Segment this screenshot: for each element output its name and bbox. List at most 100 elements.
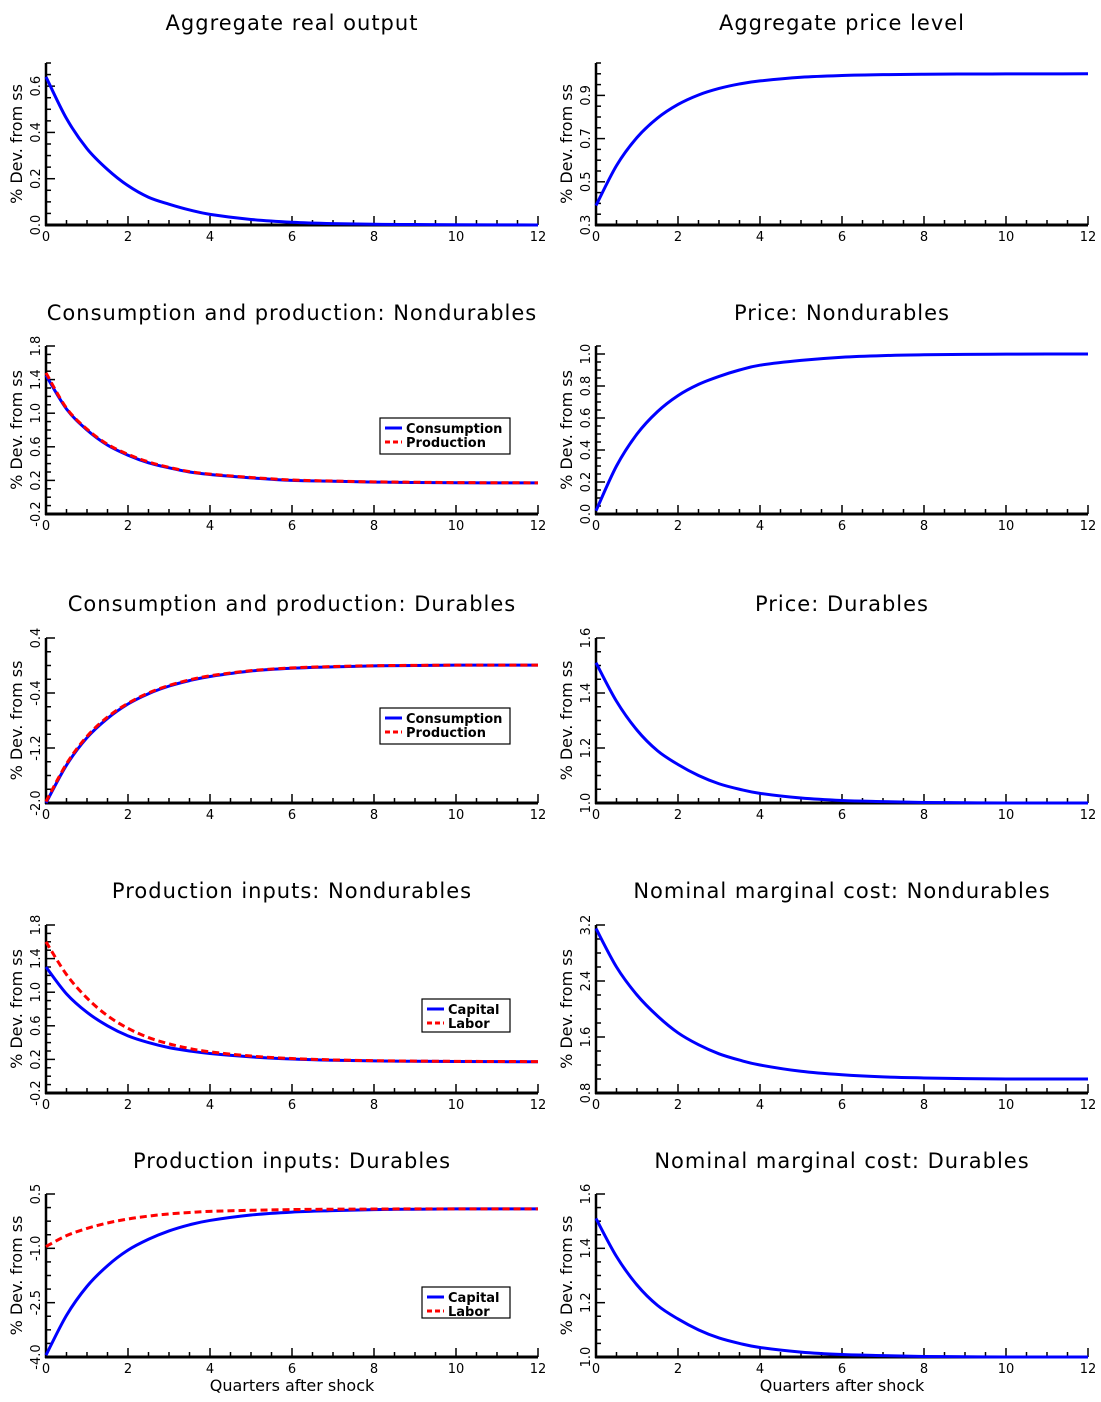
x-tick-label: 4 [206,808,214,823]
y-tick-label: 0.6 [29,76,44,97]
y-axis-label: % Dev. from ss [557,370,576,490]
y-axis-label: % Dev. from ss [557,84,576,204]
series-line-0 [594,352,1089,512]
y-tick-label: 1.2 [579,1292,594,1313]
legend-label: Consumption [406,422,502,437]
x-tick-label: 8 [920,1098,928,1113]
x-tick-label: 2 [674,808,682,823]
x-tick-label: 2 [124,230,132,245]
panel-title: Nominal marginal cost: Nondurables [633,879,1050,903]
x-tick-label: 12 [1080,1362,1097,1377]
x-tick-label: 6 [288,1362,296,1377]
y-tick-label: -1.2 [29,735,44,760]
panel-6: Production inputs: Nondurables 0 2 4 6 8 10 12 -… [7,879,546,1113]
x-tick-label: 0 [42,1362,50,1377]
y-tick-label: 0.5 [29,1184,44,1205]
x-tick-label: 0 [592,808,600,823]
y-axis-label: % Dev. from ss [7,84,26,204]
y-tick-label: -2.0 [29,790,44,815]
y-tick-label: -0.4 [29,680,44,705]
panel-2: Consumption and production: Nondurables 0… [7,301,546,534]
x-tick-label: 0 [592,1362,600,1377]
legend-box [379,417,511,455]
series-line-0 [594,1217,1088,1359]
series-line-labor [44,941,539,1064]
y-tick-label: 3.2 [579,915,594,936]
panel-title: Nominal marginal cost: Durables [654,1149,1029,1173]
legend-label: Capital [448,1003,500,1018]
x-tick-label: 4 [756,230,764,245]
y-tick-label: 1.4 [579,1238,594,1259]
legend-box [421,998,511,1033]
x-tick-label: 12 [1080,230,1097,245]
x-tick-label: 0 [42,230,50,245]
x-tick-label: 2 [124,1098,132,1113]
y-tick-label: 0.7 [579,128,594,149]
y-tick-label: 1.0 [29,982,44,1003]
y-tick-label: 1.4 [579,683,594,704]
y-tick-label: -0.2 [29,501,44,526]
panel-title: Aggregate real output [166,11,419,35]
series-line-0 [44,76,539,227]
series-line-production [44,372,539,485]
x-tick-label: 0 [42,1098,50,1113]
x-tick-label: 6 [838,1362,846,1377]
x-tick-label: 6 [838,808,846,823]
legend-label: Production [406,436,486,451]
x-tick-label: 2 [124,1362,132,1377]
y-tick-label: 0.4 [29,122,44,143]
x-tick-label: 8 [370,1098,378,1113]
x-tick-label: 8 [920,1362,928,1377]
x-tick-label: 8 [920,230,928,245]
x-tick-label: 10 [448,519,465,534]
x-tick-label: 12 [1080,519,1097,534]
x-tick-label: 0 [592,230,600,245]
x-tick-label: 12 [530,230,547,245]
x-tick-label: 4 [206,519,214,534]
y-tick-label: 1.0 [579,1347,594,1368]
x-tick-label: 10 [998,230,1015,245]
y-tick-label: 1.4 [29,369,44,390]
y-tick-label: 0.3 [579,215,594,236]
y-tick-label: 1.0 [579,344,594,365]
x-tick-label: 4 [756,1098,764,1113]
legend-label: Production [406,726,486,741]
y-tick-label: 0.2 [29,1049,44,1070]
x-tick-label: 8 [370,1362,378,1377]
x-tick-label: 10 [998,808,1015,823]
y-tick-label: 0.9 [579,85,594,106]
x-tick-label: 10 [448,1098,465,1113]
y-tick-label: 1.2 [579,738,594,759]
x-tick-label: 0 [42,808,50,823]
y-tick-label: 1.0 [29,403,44,424]
panel-9: Nominal marginal cost: Durables 0 2 4 6 8 10 12… [557,1149,1096,1395]
x-tick-label: 2 [124,808,132,823]
x-tick-label: 4 [206,1362,214,1377]
panel-4: Consumption and production: Durables 0 2 4 6… [7,592,546,823]
x-tick-label: 4 [756,1362,764,1377]
x-tick-label: 8 [920,519,928,534]
x-tick-label: 8 [370,519,378,534]
y-tick-label: 0.6 [29,1015,44,1036]
panel-1: Aggregate price level 0 2 4 6 8 10 12 0.3 0.5 0.7 0… [557,11,1096,245]
y-tick-label: -2.5 [29,1290,44,1315]
x-axis-label: Quarters after shock [210,1376,375,1395]
x-tick-label: 6 [288,519,296,534]
legend-box [421,1286,511,1319]
x-tick-label: 2 [674,1362,682,1377]
y-tick-label: 1.6 [579,628,594,649]
y-tick-label: -1.0 [29,1236,44,1261]
series-line-0 [594,72,1089,207]
panel-title: Price: Durables [755,592,929,616]
x-tick-label: 4 [206,1098,214,1113]
y-tick-label: 0.8 [579,376,594,397]
panel-title: Consumption and production: Durables [68,592,516,616]
panel-title: Production inputs: Durables [133,1149,451,1173]
panel-7: Nominal marginal cost: Nondurables 0 2 4 6 8 1… [557,879,1096,1113]
y-tick-label: 1.6 [579,1027,594,1048]
x-tick-label: 12 [530,1362,547,1377]
x-tick-label: 10 [998,1098,1015,1113]
x-tick-label: 10 [998,519,1015,534]
y-tick-label: 1.0 [579,793,594,814]
